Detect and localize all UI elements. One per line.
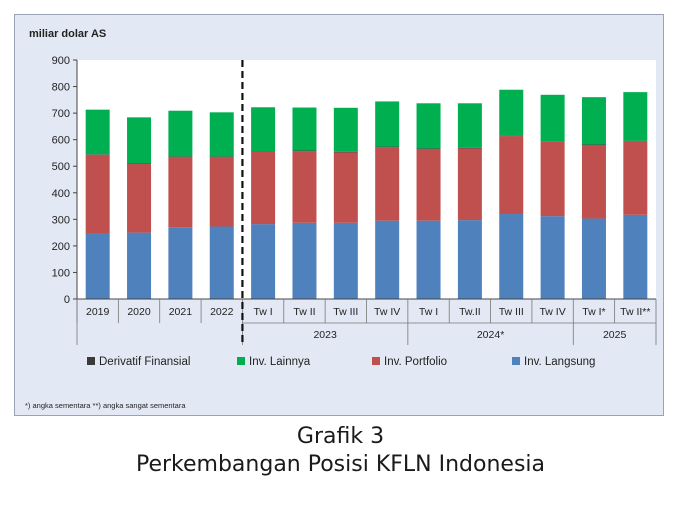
bar-segment [292, 151, 317, 223]
bar-segment [623, 140, 648, 142]
bar-segment [375, 220, 400, 299]
y-tick-label: 800 [52, 82, 70, 94]
x-group-label: 2025 [603, 329, 627, 341]
bar-segment [375, 146, 400, 148]
bar-segment [623, 92, 648, 141]
bar-segment [416, 220, 441, 299]
legend-label: Inv. Langsung [524, 356, 595, 368]
x-tick-label: Tw II [293, 306, 315, 318]
bar-segment [85, 154, 110, 234]
bar-segment [168, 227, 193, 299]
bar-segment [623, 214, 648, 299]
y-tick-label: 400 [52, 188, 70, 200]
unit-label: miliar dolar AS [29, 28, 106, 40]
bar-segment [499, 135, 524, 137]
legend-label: Inv. Portfolio [384, 356, 447, 368]
bar-segment [457, 220, 482, 299]
bar-segment [540, 141, 565, 217]
legend-swatch [87, 357, 95, 365]
bar-segment [540, 141, 565, 142]
x-tick-label: Tw II** [620, 306, 650, 318]
legend-label: Inv. Lainnya [249, 356, 311, 368]
y-tick-label: 700 [52, 108, 70, 120]
y-tick-label: 900 [52, 55, 70, 67]
x-tick-label: Tw III [333, 306, 358, 318]
x-tick-label: 2021 [169, 306, 193, 318]
bar-segment [127, 163, 152, 164]
bar-segment [292, 150, 317, 152]
bar-segment [333, 151, 358, 153]
bar-segment [499, 136, 524, 215]
bar-segment [333, 152, 358, 223]
y-tick-label: 100 [52, 267, 70, 279]
bar-segment [127, 232, 152, 299]
bar-segment [375, 147, 400, 221]
bar-segment [540, 216, 565, 299]
bar-segment [85, 154, 110, 155]
bar-segment [581, 97, 606, 145]
bar-segment [540, 94, 565, 142]
bar-segment [168, 156, 193, 157]
y-tick-label: 300 [52, 214, 70, 226]
bar-segment [209, 226, 234, 299]
bar-segment [292, 107, 317, 151]
bar-segment [457, 148, 482, 221]
bar-segment [416, 148, 441, 221]
legend-swatch [512, 357, 520, 365]
x-tick-label: Tw.II [459, 306, 481, 318]
y-tick-label: 500 [52, 161, 70, 173]
x-tick-label: Tw IV [539, 306, 565, 318]
y-tick-label: 200 [52, 241, 70, 253]
bar-segment [251, 224, 276, 299]
bar-segment [499, 89, 524, 136]
bar-segment [251, 151, 276, 225]
bar-segment [333, 107, 358, 152]
bar-segment [333, 222, 358, 299]
bar-segment [457, 103, 482, 148]
bar-segment [209, 112, 234, 157]
stacked-bar-chart: miliar dolar AS 0 100 200 300 400 500 600 700 800… [25, 28, 657, 410]
bar-segment [127, 117, 152, 164]
x-tick-label: Tw I* [582, 306, 605, 318]
x-tick-label: Tw IV [374, 306, 400, 318]
bar-segment [209, 156, 234, 227]
bar-segment [375, 101, 400, 147]
legend-swatch [237, 357, 245, 365]
bar-segment [416, 148, 441, 149]
figure-number: Grafik 3 [296, 424, 385, 449]
legend-label: Derivatif Finansial [99, 356, 190, 368]
bar-segment [251, 107, 276, 152]
bar-segment [292, 222, 317, 299]
bar-segment [127, 163, 152, 233]
x-tick-label: Tw I [253, 306, 272, 318]
x-tick-label: Tw III [499, 306, 524, 318]
bar-segment [581, 144, 606, 219]
bar-segment [251, 151, 276, 152]
x-tick-label: Tw I [419, 306, 438, 318]
bar-segment [581, 144, 606, 145]
y-tick-label: 0 [64, 294, 70, 306]
bar-segment [85, 109, 110, 155]
plot-area [77, 60, 656, 299]
bar-segment [581, 218, 606, 299]
figure-title: Perkembangan Posisi KFLN Indonesia [135, 452, 546, 477]
bar-segment [168, 110, 193, 157]
footnote: *) angka sementara **) angka sangat seme… [25, 401, 186, 410]
chart-panel: miliar dolar AS 0 100 200 300 400 500 600 700 800… [14, 14, 664, 416]
legend-swatch [372, 357, 380, 365]
bar-segment [209, 156, 234, 157]
bar-segment [623, 141, 648, 215]
bar-segment [499, 214, 524, 299]
bar-segment [168, 156, 193, 228]
x-group-label: 2023 [313, 329, 337, 341]
y-tick-label: 600 [52, 135, 70, 147]
x-tick-label: 2020 [127, 306, 151, 318]
bar-segment [416, 103, 441, 149]
bar-segment [457, 147, 482, 149]
x-group-label: 2024* [477, 329, 504, 341]
x-tick-label: 2019 [86, 306, 110, 318]
bar-segment [85, 233, 110, 299]
x-tick-label: 2022 [210, 306, 234, 318]
